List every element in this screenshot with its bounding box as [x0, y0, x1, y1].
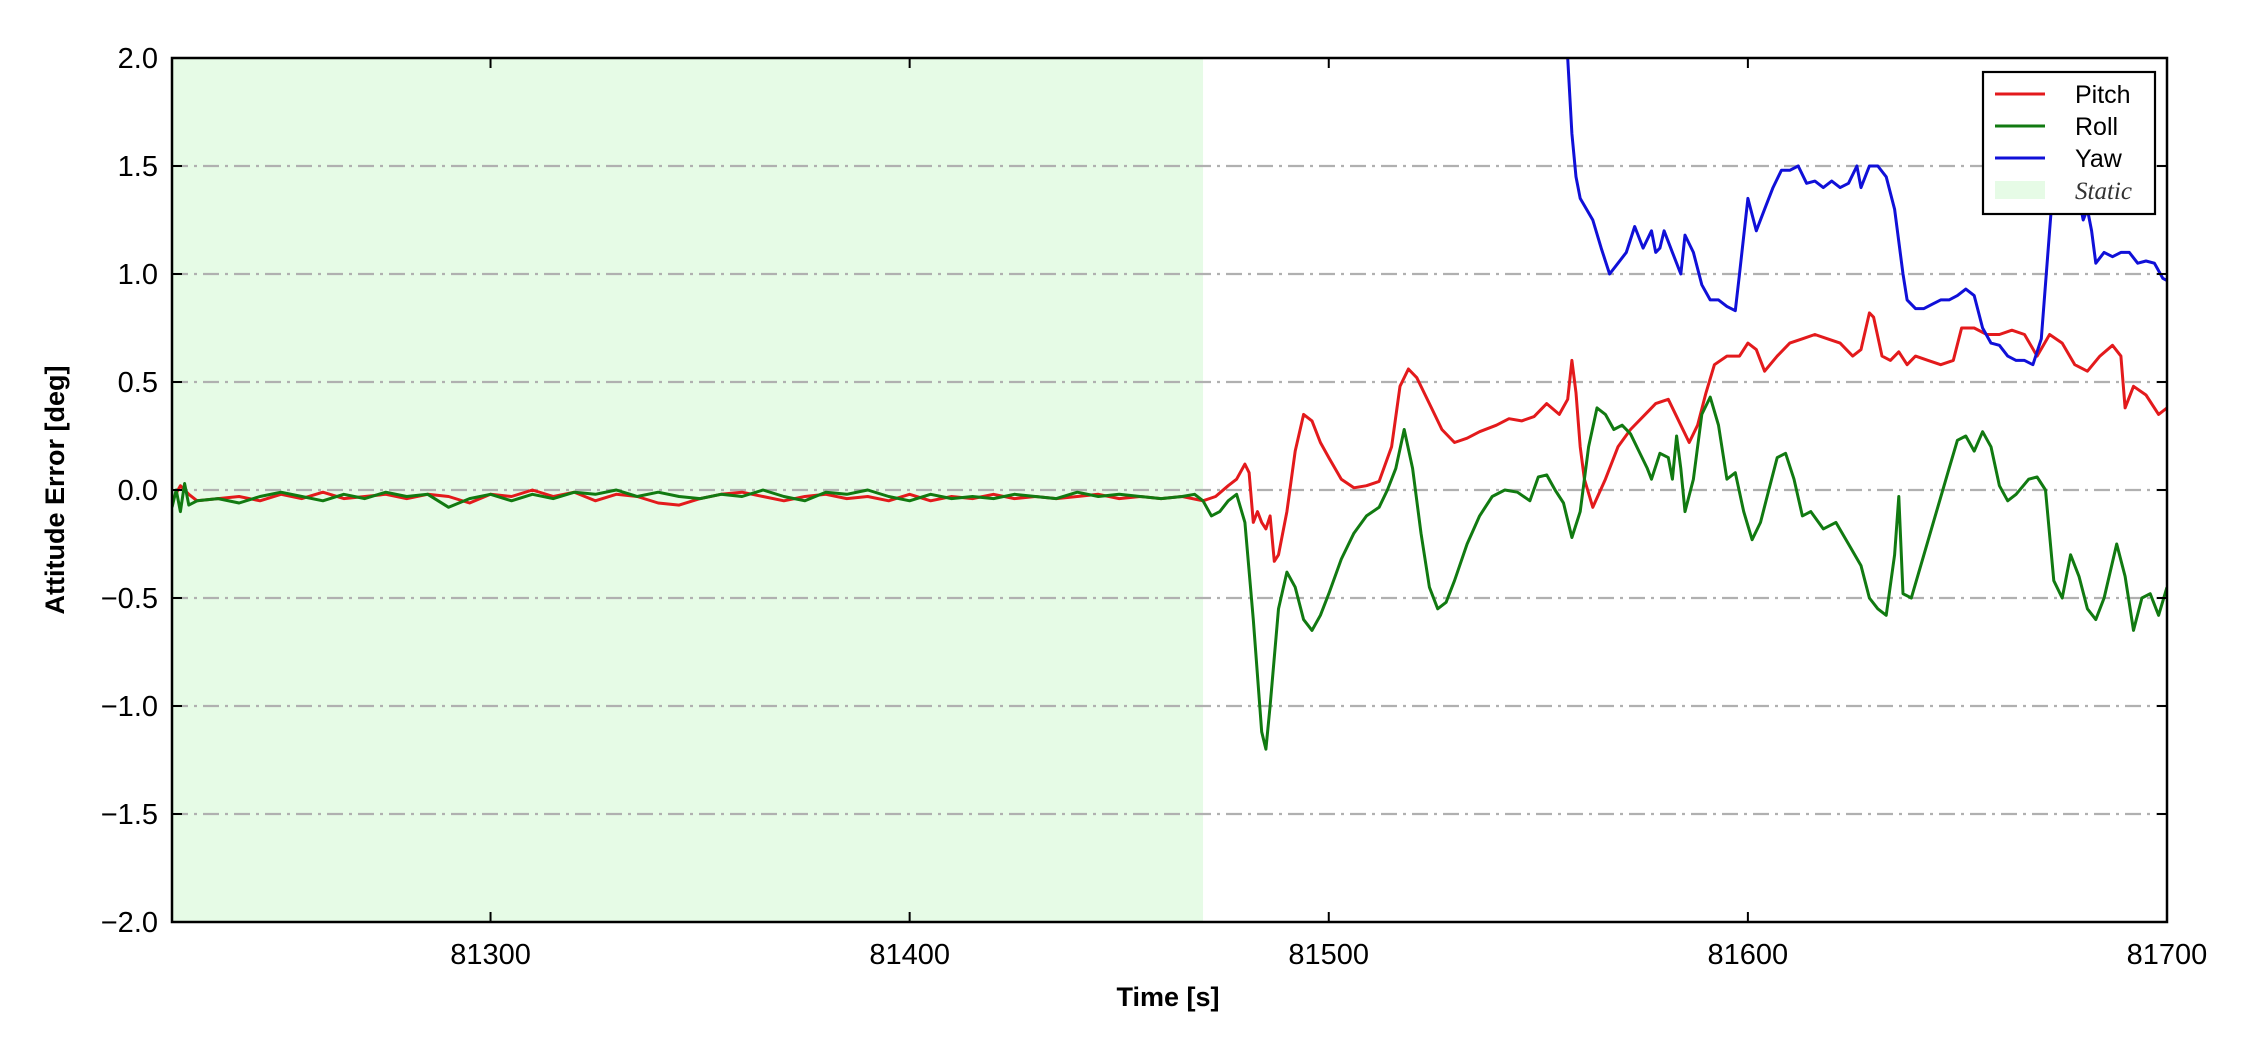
series-line-pitch	[172, 311, 2167, 563]
y-tick-label: −2.0	[101, 907, 158, 939]
y-tick-label: 2.0	[118, 43, 158, 75]
x-tick-label: 81700	[2127, 939, 2208, 971]
series-line-roll	[172, 395, 2167, 751]
legend-label-pitch: Pitch	[2075, 81, 2131, 109]
y-tick-label: −0.5	[101, 583, 158, 615]
x-tick-label: 81400	[869, 939, 950, 971]
y-tick-label: 0.5	[118, 367, 158, 399]
x-tick-label: 81500	[1288, 939, 1369, 971]
y-tick-label: 0.0	[118, 475, 158, 507]
y-tick-label: 1.5	[118, 151, 158, 183]
y-tick-label: 1.0	[118, 259, 158, 291]
y-axis-label: Attitude Error [deg]	[40, 366, 70, 615]
legend: Pitch Roll Yaw Static	[1981, 70, 2157, 216]
legend-label-static: Static	[2075, 178, 2132, 205]
y-tick-label: −1.0	[101, 691, 158, 723]
x-tick-label: 81600	[1708, 939, 1789, 971]
x-axis-label: Time [s]	[1116, 982, 1219, 1012]
x-tick-label: 81300	[450, 939, 531, 971]
legend-swatch-static	[1995, 181, 2045, 199]
y-tick-label: −1.5	[101, 799, 158, 831]
legend-label-yaw: Yaw	[2075, 145, 2123, 173]
legend-label-roll: Roll	[2075, 113, 2118, 141]
